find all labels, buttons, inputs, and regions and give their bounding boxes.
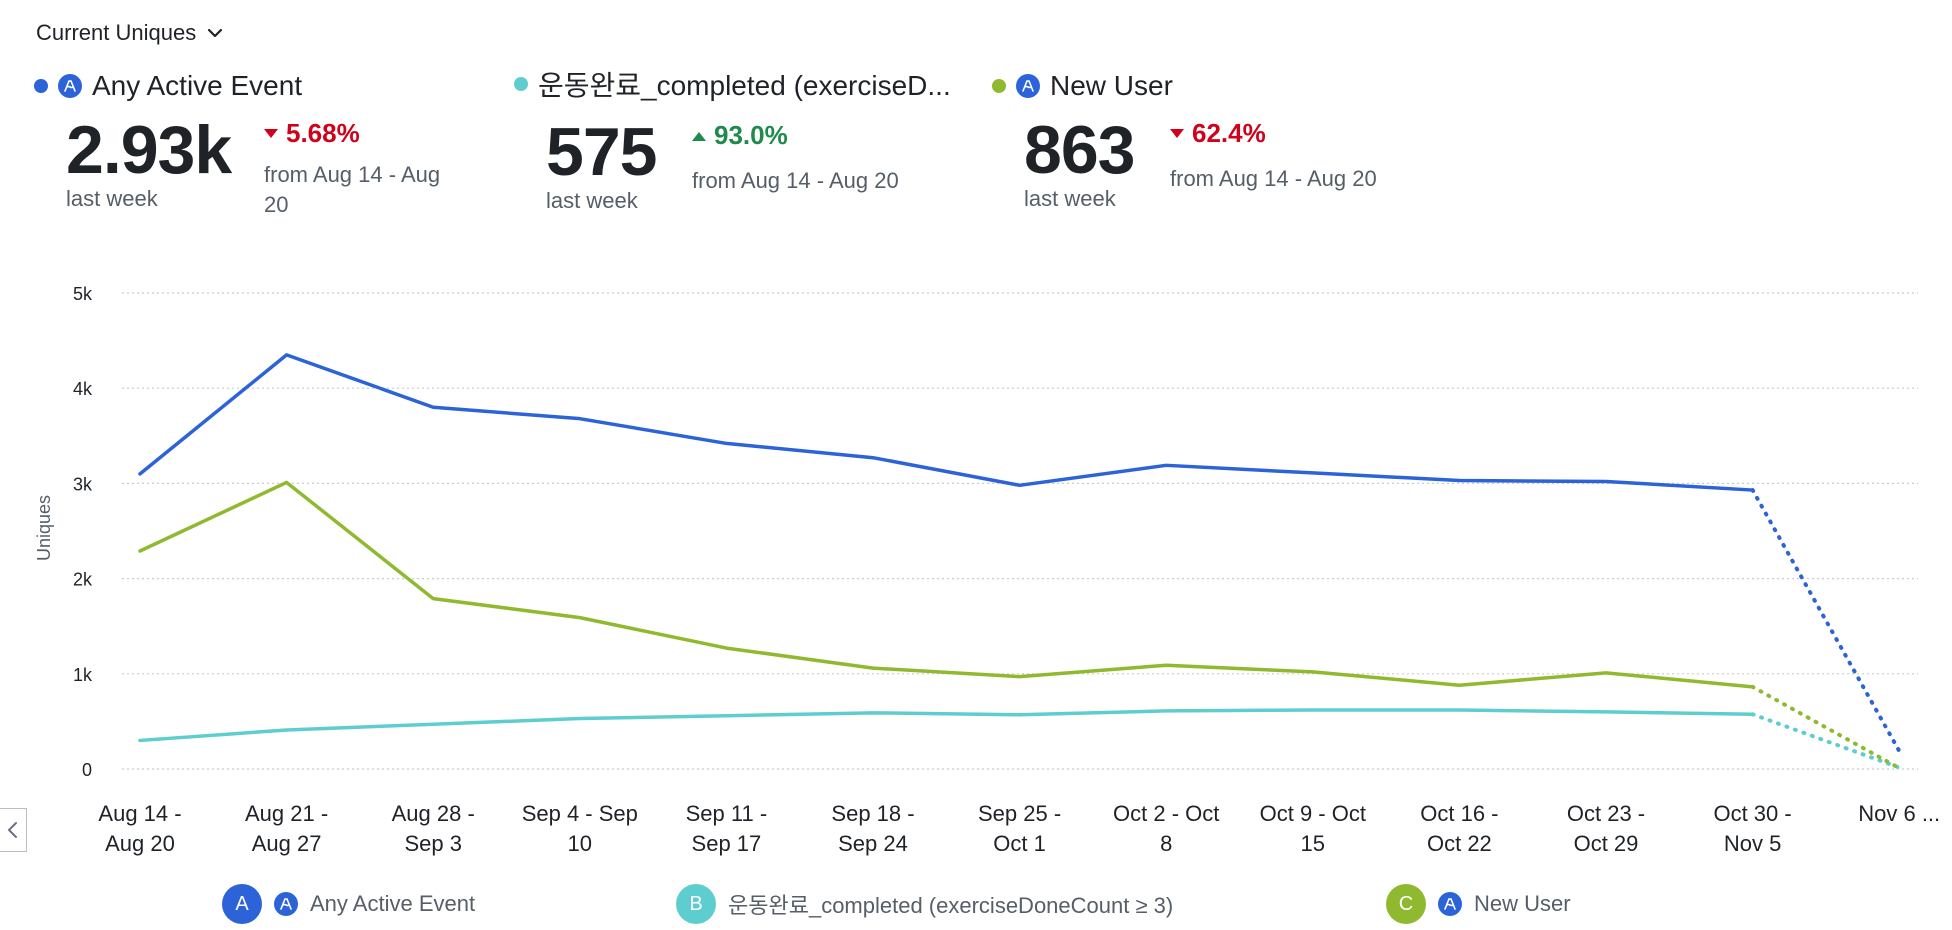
legend-label: New User (1474, 891, 1571, 916)
legend-badge: B (676, 884, 716, 924)
series-incomplete-line (1750, 712, 1902, 770)
summary-caption: last week (546, 188, 638, 213)
event-icon (1438, 892, 1462, 916)
y-tick-label: 5k (73, 284, 93, 304)
x-tick-label: Aug 14 -Aug 20 (98, 801, 181, 856)
metric-selector-dropdown[interactable]: Current Uniques (36, 20, 224, 46)
summary-caption: last week (66, 186, 158, 211)
summary-card-new-user: New User 863 last week 62.4% from Aug 14… (992, 70, 1377, 212)
x-tick-label: Sep 4 - Sep 10 (522, 801, 638, 856)
x-tick-label: Oct 2 - Oct 8 (1113, 801, 1219, 856)
summary-card-exercise-completed: 운동완료_completed (exerciseD... 575 last we… (514, 64, 951, 214)
summary-series-name[interactable]: New User (1050, 70, 1173, 101)
y-tick-label: 4k (73, 379, 93, 399)
x-tick-label: Oct 23 -Oct 29 (1567, 801, 1645, 856)
x-tick-label: Nov 6 ... (1858, 801, 1940, 826)
legend-item-a[interactable]: A Any Active Event (222, 884, 475, 924)
collapse-panel-button[interactable] (0, 808, 27, 852)
legend-badge: C (1386, 884, 1426, 924)
x-tick-label: Oct 16 -Oct 22 (1420, 801, 1498, 856)
caret-up-icon (692, 131, 706, 141)
metric-selector-label: Current Uniques (36, 20, 197, 45)
series-incomplete-line (1750, 684, 1902, 771)
x-tick-label: Aug 28 -Sep 3 (392, 801, 475, 856)
legend-label: 운동완료_completed (exerciseDoneCount ≥ 3) (728, 893, 1174, 918)
legend-label: Any Active Event (310, 891, 476, 916)
summary-change: 93.0% (692, 120, 788, 151)
summary-series-name[interactable]: Any Active Event (92, 70, 303, 101)
series-color-dot (992, 79, 1006, 93)
x-tick-label: Aug 21 -Aug 27 (245, 801, 328, 856)
summary-series-name[interactable]: 운동완료_completed (exerciseD... (538, 70, 951, 101)
caret-down-icon (264, 128, 278, 138)
line-chart[interactable]: 0 1k 2k 3k 4k 5k Uniques Aug 14 -Aug 20 Aug 21 -… (0, 270, 1952, 870)
x-tick-label: Oct 30 -Nov 5 (1713, 801, 1791, 856)
x-tick-label: Sep 25 -Oct 1 (978, 801, 1061, 856)
summary-value: 2.93k (66, 112, 232, 188)
series-line--completed-exercisedonecount-3- (138, 708, 1755, 743)
x-tick-label: Sep 11 -Sep 17 (686, 801, 768, 856)
summary-compare: from Aug 14 - Aug 20 (1170, 166, 1377, 191)
legend-item-b[interactable]: B 운동완료_completed (exerciseDoneCount ≥ 3) (676, 884, 1173, 924)
series-incomplete-line (1750, 488, 1902, 753)
summary-value: 575 (546, 114, 657, 190)
event-icon (1016, 74, 1040, 98)
y-tick-label: 3k (73, 474, 93, 494)
y-tick-label: 2k (73, 570, 93, 590)
y-tick-label: 1k (73, 665, 93, 685)
event-icon (274, 892, 298, 916)
summary-compare: from Aug 14 - Aug 20 (692, 168, 899, 193)
summary-caption: last week (1024, 186, 1116, 211)
summary-change: 62.4% (1170, 118, 1266, 149)
legend-badge: A (222, 884, 262, 924)
y-axis-label: Uniques (34, 495, 54, 561)
caret-down-icon (1170, 128, 1184, 138)
summary-compare: from Aug 14 - Aug 20 (264, 162, 441, 217)
legend-item-c[interactable]: C New User (1386, 884, 1571, 924)
chevron-left-icon (8, 822, 17, 838)
x-tick-label: Oct 9 - Oct 15 (1260, 801, 1366, 856)
event-icon (58, 74, 82, 98)
series-line-new-user (138, 480, 1755, 689)
summary-value: 863 (1024, 112, 1135, 188)
series-color-dot (34, 79, 48, 93)
y-tick-label: 0 (82, 760, 92, 780)
series-line-any-active-event (138, 353, 1755, 492)
chevron-down-icon (208, 28, 223, 38)
summary-change: 5.68% (264, 118, 360, 149)
series-color-dot (514, 77, 528, 91)
summary-card-any-active-event: Any Active Event 2.93k last week 5.68% f… (34, 70, 440, 217)
x-tick-label: Sep 18 -Sep 24 (831, 801, 914, 856)
